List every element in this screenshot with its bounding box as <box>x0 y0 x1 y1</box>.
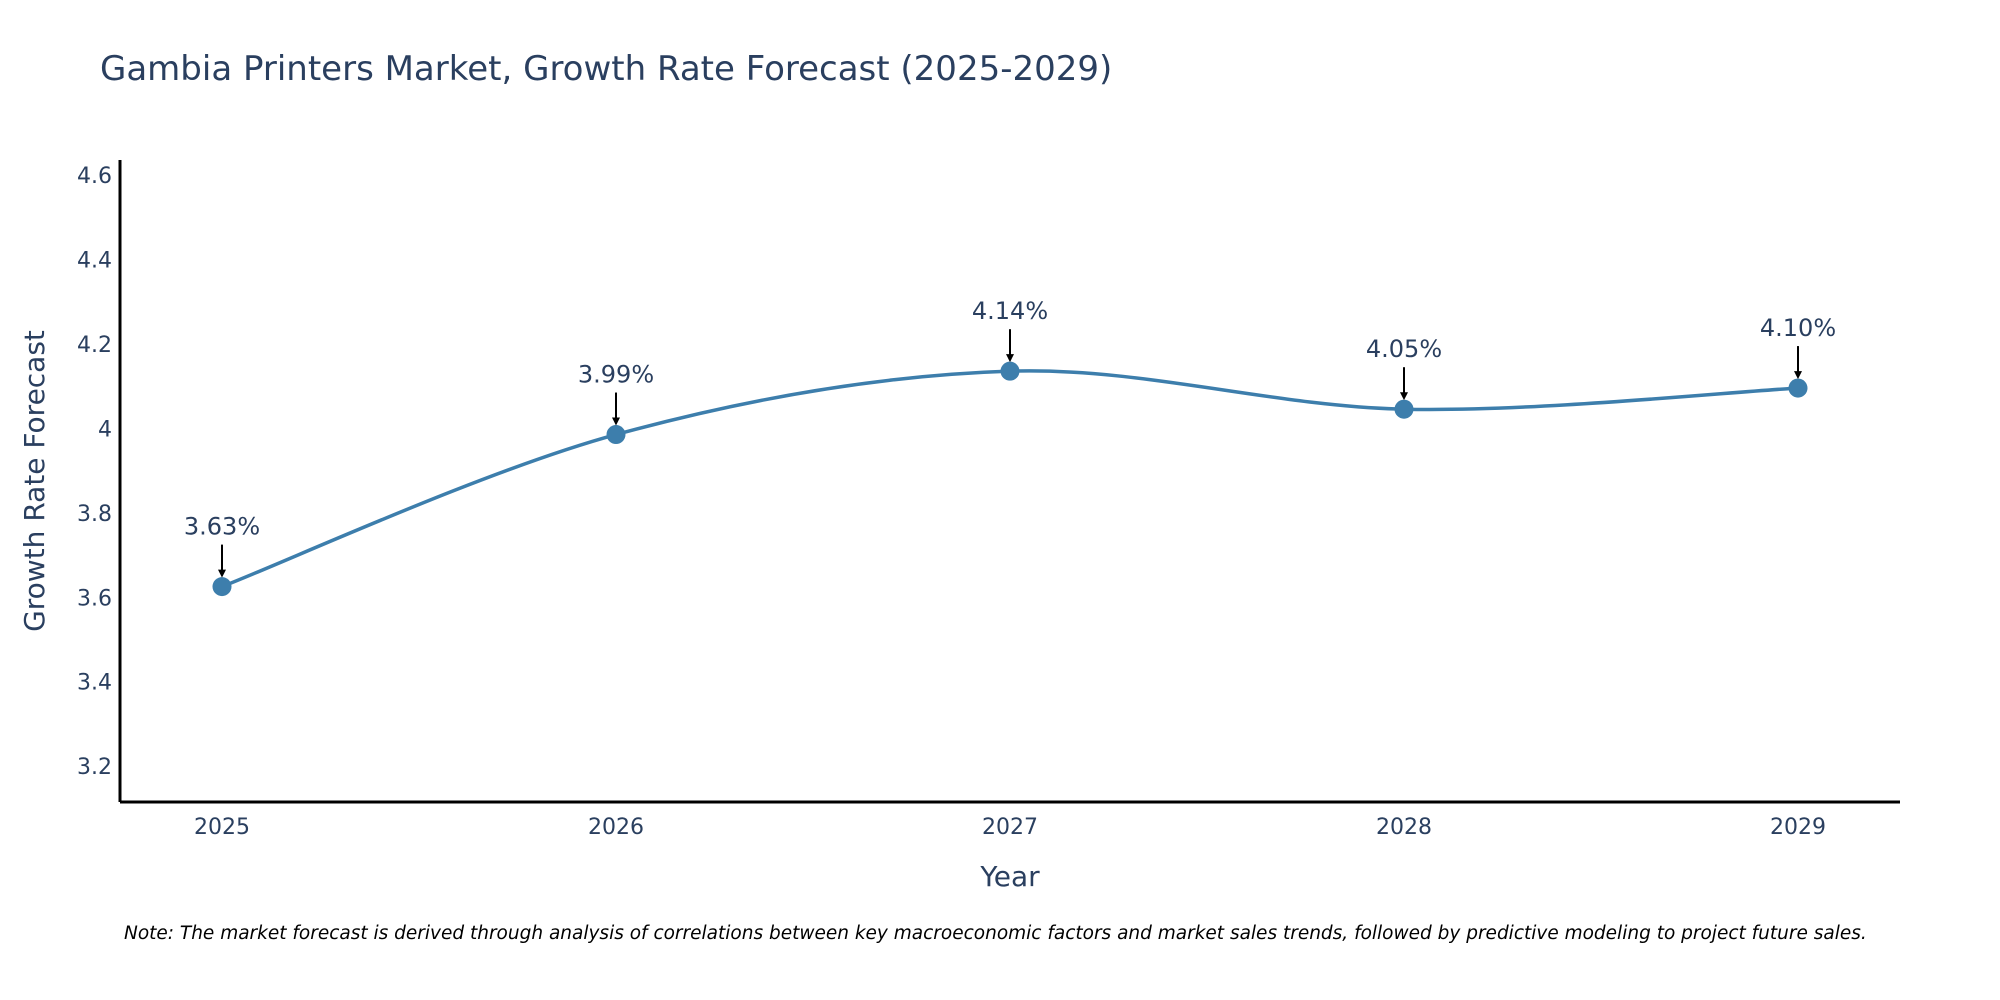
y-tick-label: 3.2 <box>77 755 112 780</box>
annotation-group: 3.63% 3.99% 4.14% 4.05% 4.10% <box>184 297 1836 578</box>
x-tick-label: 2029 <box>1770 815 1826 840</box>
y-axis-ticks: 3.2 3.4 3.6 3.8 4 4.2 4.4 4.6 <box>77 164 112 780</box>
data-label: 4.10% <box>1760 314 1836 342</box>
data-label: 4.05% <box>1366 335 1442 363</box>
footnote: Note: The market forecast is derived thr… <box>124 923 1867 944</box>
marker-group <box>212 361 1808 597</box>
data-point-marker <box>606 425 626 445</box>
data-point-marker <box>1394 399 1414 419</box>
x-axis-ticks: 2025 2026 2027 2028 2029 <box>194 815 1826 840</box>
series-group <box>221 369 1799 589</box>
x-axis-title: Year <box>979 860 1040 893</box>
y-axis-title: Growth Rate Forecast <box>18 330 51 632</box>
y-tick-label: 4.4 <box>77 248 112 273</box>
y-tick-label: 4 <box>98 417 112 442</box>
data-point-marker <box>1000 361 1020 381</box>
x-tick-label: 2025 <box>194 815 250 840</box>
y-axis-title-group: Growth Rate Forecast <box>18 330 51 632</box>
y-tick-label: 3.6 <box>77 586 112 611</box>
data-label: 3.63% <box>184 513 260 541</box>
y-tick-label: 4.6 <box>77 164 112 189</box>
y-tick-label: 4.2 <box>77 333 112 358</box>
x-tick-label: 2028 <box>1376 815 1432 840</box>
data-label: 4.14% <box>972 297 1048 325</box>
y-tick-label: 3.4 <box>77 671 112 696</box>
y-tick-label: 3.8 <box>77 502 112 527</box>
data-point-marker <box>1788 378 1808 398</box>
data-point-marker <box>212 577 232 597</box>
data-label: 3.99% <box>578 361 654 389</box>
chart-title: Gambia Printers Market, Growth Rate Fore… <box>100 49 1112 89</box>
x-tick-label: 2026 <box>588 815 644 840</box>
series-line <box>221 369 1799 589</box>
x-tick-label: 2027 <box>982 815 1038 840</box>
